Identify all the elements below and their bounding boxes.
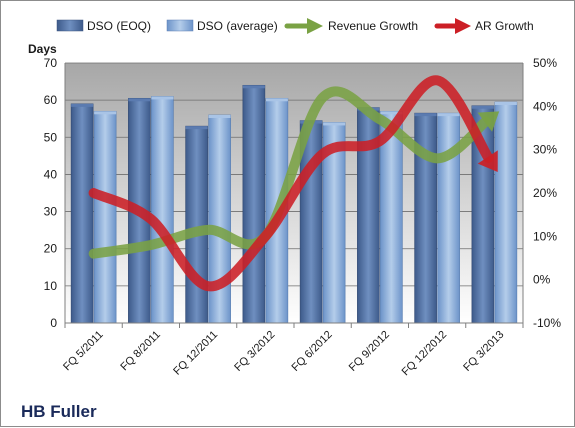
bar-dso-eoq [185,125,208,324]
bar-dso-average-cap [208,115,231,118]
bar-dso-eoq-cap [185,126,208,130]
bar-dso-average [93,110,117,324]
x-tick-label: FQ 12/2011 [171,329,220,378]
bar-dso-average-cap [494,102,517,105]
bar-dso-average-cap [265,98,288,102]
bar-dso-eoq-cap [471,105,494,109]
legend-label-dso-eoq: DSO (EOQ) [87,19,151,33]
y2-tick-label: 10% [533,229,557,243]
y2-tick-label: 40% [533,99,557,113]
x-tick-label: FQ 9/2012 [347,329,392,374]
legend-swatch-dso-average [166,19,194,32]
x-tick-label: FQ 3/2013 [461,329,506,374]
x-tick-label: FQ 12/2012 [400,329,450,379]
bar-dso-average-cap [380,111,403,115]
x-tick-label: FQ 5/2011 [61,329,106,374]
bar-dso-average-cap [94,111,117,115]
x-tick-label: FQ 6/2012 [290,329,335,374]
legend-swatch-dso-eoq [56,19,84,32]
x-tick-label: FQ 8/2011 [118,329,163,374]
bar-dso-average [151,96,174,324]
growth-lines [88,75,500,292]
axes [64,63,524,328]
chart-title: HB Fuller [21,402,97,421]
bar-dso-average [494,101,518,324]
bar-dso-average-cap [437,113,460,117]
right-axis-ticks: -10% 0% 10% 20% 30% 40% 50% [533,56,561,330]
bar-dso-eoq [70,103,94,324]
bar-dso-eoq-cap [242,85,265,89]
y-tick-label: 60 [44,93,58,107]
bars [70,84,518,324]
y2-tick-label: -10% [533,316,561,330]
x-tick-label: FQ 3/2012 [232,329,277,374]
legend-arrow-revenue-growth [284,18,323,34]
y-tick-label: 0 [50,316,57,330]
legend: DSO (EOQ) DSO (average) Revenue Growth A… [56,18,534,34]
legend-label-revenue-growth: Revenue Growth [328,19,418,33]
y2-tick-label: 20% [533,186,557,200]
revenue-growth-line-arrowhead [477,111,500,132]
bar-dso-average-cap [151,96,174,100]
bar-dso-eoq-cap [414,113,437,117]
ar-growth-line [88,75,494,292]
y2-tick-label: 30% [533,143,557,157]
y-axis-label: Days [28,42,57,56]
bar-dso-eoq [242,84,266,324]
legend-label-ar-growth: AR Growth [475,19,534,33]
y2-tick-label: 0% [533,273,551,287]
y-tick-label: 20 [44,242,58,256]
left-axis-ticks: 0 10 20 30 40 50 60 70 [44,56,58,330]
legend-arrow-ar-growth [434,18,471,34]
x-axis-ticks: FQ 5/2011 FQ 8/2011 FQ 12/2011 FQ 3/2012 FQ … [61,329,506,379]
y-tick-label: 10 [44,279,58,293]
bar-dso-eoq-cap [128,98,151,102]
y-tick-label: 40 [44,167,58,181]
y2-tick-label: 50% [533,56,557,70]
legend-label-dso-average: DSO (average) [197,19,278,33]
y-tick-label: 50 [44,130,58,144]
ar-growth-line-arrowhead [477,150,498,173]
bar-dso-eoq-cap [71,103,94,107]
y-tick-label: 30 [44,205,58,219]
y-tick-label: 70 [44,56,58,70]
bar-dso-average-cap [323,122,346,126]
bar-dso-average [208,114,231,324]
